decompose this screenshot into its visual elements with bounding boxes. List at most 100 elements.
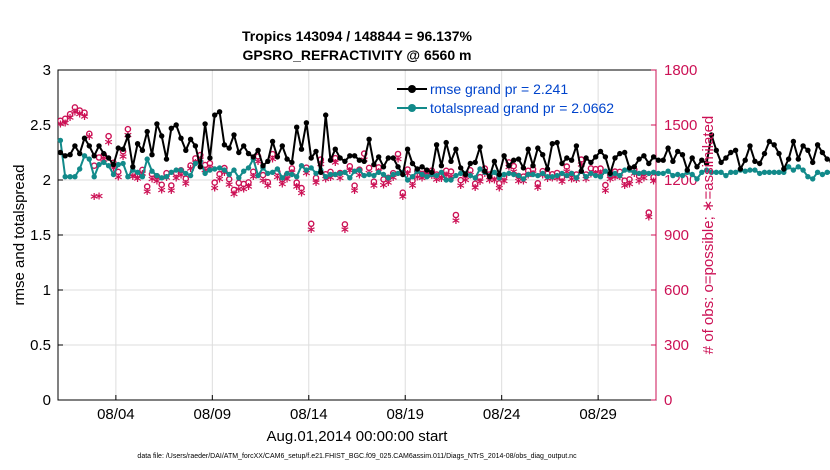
obs-assimilated-marker: * <box>216 172 224 190</box>
obs-assimilated-marker: * <box>163 171 171 189</box>
spread-point <box>795 164 801 170</box>
rmse-point <box>115 145 122 151</box>
obs-assimilated-marker: * <box>380 179 388 197</box>
obs-assimilated-marker: * <box>172 172 180 190</box>
rmse-point <box>573 143 580 149</box>
rmse-point <box>703 160 710 167</box>
rmse-point <box>313 148 319 155</box>
rmse-point <box>433 142 440 148</box>
rmse-point <box>650 154 657 160</box>
obs-possible-marker <box>820 167 825 172</box>
spread-point <box>506 170 512 177</box>
rmse-point <box>57 149 64 156</box>
rmse-point <box>699 157 705 163</box>
spread-point <box>298 163 305 169</box>
rmse-point <box>655 157 662 163</box>
spread-point <box>139 174 146 180</box>
spread-point <box>665 168 671 174</box>
rmse-point <box>376 154 382 160</box>
spread-point <box>163 174 170 180</box>
rmse-point <box>568 157 575 163</box>
obs-assimilated-marker: * <box>331 156 339 174</box>
obs-assimilated-marker: * <box>471 181 479 199</box>
rmse-point <box>347 153 353 159</box>
obs-possible-marker <box>346 162 354 170</box>
spread-point <box>443 177 449 183</box>
obs-assimilated-marker: * <box>500 174 508 192</box>
obs-assimilated-marker: * <box>153 175 161 193</box>
legend-spread-label: totalspread grand pr = 2.0662 <box>430 100 614 116</box>
rmse-point <box>390 155 396 161</box>
spread-point <box>525 171 531 178</box>
obs-possible-marker <box>457 176 465 184</box>
spread-point <box>279 175 285 181</box>
obs-assimilated-marker: * <box>654 170 662 188</box>
obs-assimilated-marker: * <box>355 169 363 187</box>
obs-assimilated-marker: * <box>823 174 830 192</box>
spread-point <box>86 156 93 162</box>
obs-assimilated-marker: * <box>640 171 648 189</box>
spread-point <box>646 170 652 177</box>
legend: rmse grand pr = 2.241 totalspread grand … <box>397 81 614 116</box>
rmse-point <box>506 163 512 169</box>
obs-possible-marker <box>307 220 315 228</box>
spread-point <box>568 170 575 177</box>
rmse-point <box>737 166 744 172</box>
spread-point <box>110 171 117 178</box>
rmse-point <box>110 161 117 168</box>
chart-subtitle: GPSRO_REFRACTIVITY @ 6560 m <box>243 47 472 63</box>
obs-assimilated-marker: * <box>341 223 349 241</box>
spread-point <box>622 167 628 173</box>
spread-point <box>559 170 565 177</box>
rmse-point <box>646 160 652 167</box>
spread-point <box>670 172 676 179</box>
rmse-point <box>429 169 435 175</box>
rmse-point <box>197 164 203 170</box>
rmse-point <box>694 164 700 170</box>
spread-point <box>221 167 228 173</box>
y-tick-label-right: 0 <box>664 392 672 409</box>
y-tick-label-left: 3 <box>43 62 51 79</box>
spread-point <box>332 171 338 178</box>
rmse-point <box>269 138 276 145</box>
obs-possible-marker <box>264 178 272 186</box>
rmse-point <box>501 153 507 159</box>
obs-possible-marker <box>801 177 806 182</box>
obs-assimilated-marker: * <box>519 175 527 193</box>
obs-assimilated-marker: * <box>283 173 291 191</box>
obs-assimilated-marker: * <box>515 174 523 192</box>
spread-point <box>689 171 695 178</box>
obs-assimilated-marker: * <box>650 175 658 193</box>
obs-assimilated-marker: * <box>114 171 122 189</box>
rmse-point <box>105 155 112 161</box>
rmse-point <box>588 159 594 166</box>
spread-point <box>183 170 189 177</box>
spread-point <box>144 156 150 162</box>
spread-point <box>91 174 97 180</box>
obs-assimilated-marker: * <box>548 172 556 190</box>
rmse-point <box>607 170 613 177</box>
rmse-point <box>482 168 488 174</box>
obs-assimilated-marker: * <box>409 179 417 197</box>
rmse-point <box>154 121 160 127</box>
rmse-point <box>617 150 623 157</box>
spread-point <box>655 170 662 177</box>
spread-point <box>544 174 551 180</box>
spread-point <box>245 165 252 171</box>
rmse-point <box>800 143 806 149</box>
spread-point <box>231 167 237 173</box>
spread-point <box>573 175 580 181</box>
rmse-point <box>168 125 174 131</box>
obs-assimilated-marker: * <box>129 170 137 188</box>
obs-assimilated-marker: * <box>254 155 262 173</box>
rmse-point <box>742 157 748 163</box>
obs-assimilated-marker: * <box>413 170 421 188</box>
spread-point <box>154 172 160 179</box>
obs-possible-marker <box>230 186 238 194</box>
obs-assimilated-marker: * <box>134 172 142 190</box>
rmse-point <box>159 133 165 139</box>
spread-point <box>530 171 536 178</box>
rmse-point <box>472 159 478 166</box>
spread-point <box>732 169 739 175</box>
